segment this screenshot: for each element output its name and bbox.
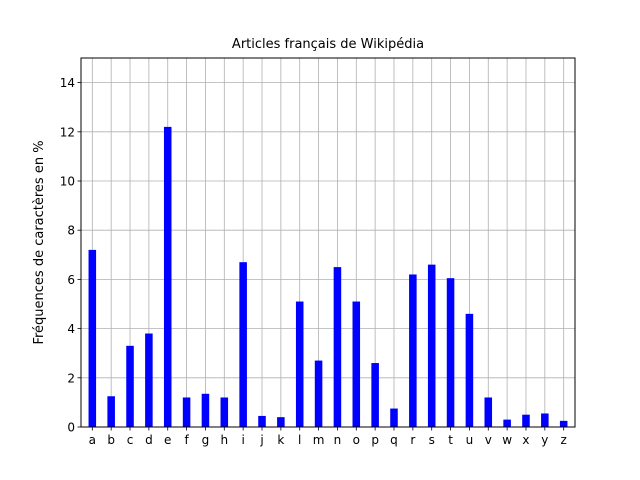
bar-e [163,126,172,427]
y-tick-label: 4 [67,322,75,336]
x-tick-label: d [145,433,153,447]
y-axis-ticks: 0 2 4 6 8 10 12 14 [60,76,81,435]
grid-lines [81,58,575,428]
plot-frame [80,57,576,428]
chart-title: Articles français de Wikipédia [232,37,424,52]
y-tick-label: 14 [60,76,75,90]
x-tick-label: a [89,433,96,447]
x-tick-label: t [448,433,453,447]
y-tick-label: 6 [67,273,75,287]
bar-r [409,274,417,427]
y-tick-label: 8 [67,224,75,238]
x-tick-label: m [313,433,325,447]
y-tick-label: 10 [60,175,75,189]
x-tick-label: n [334,433,342,447]
bar-g [201,393,210,427]
x-tick-label: r [410,433,415,447]
bar-x [522,414,530,427]
x-tick-label: k [277,433,284,447]
x-tick-label: o [353,433,360,447]
bar-f [182,397,191,427]
bar-s [427,264,436,427]
x-tick-label: z [561,433,567,447]
x-tick-label: y [541,433,548,447]
x-tick-label: e [164,433,171,447]
bar-o [352,301,361,427]
x-tick-label: f [184,433,189,447]
y-axis-label: Fréquences de caractères en % [32,140,47,344]
x-tick-label: w [502,433,512,447]
bar-q [390,408,398,427]
x-tick-label: q [390,433,398,447]
bar-z [559,420,568,427]
x-tick-label: v [485,433,492,447]
bar-t [446,278,455,427]
x-tick-label: b [107,433,115,447]
bar-n [333,267,342,427]
x-tick-label: j [259,433,263,447]
bar-u [465,313,474,427]
bar-h [220,397,229,427]
bar-a [88,249,97,427]
x-tick-label: g [202,433,210,447]
bar-j [258,415,266,427]
x-tick-label: u [466,433,474,447]
x-tick-label: p [371,433,379,447]
x-tick-label: l [298,433,301,447]
x-tick-label: s [429,433,435,447]
y-tick-label: 2 [67,371,75,385]
bar-b [107,396,115,427]
bar-i [239,262,247,427]
bar-c [126,345,134,427]
bar-m [314,360,323,427]
bar-k [277,417,285,427]
bar-v [484,397,493,427]
bars [88,126,568,427]
bar-w [503,419,511,427]
bar-p [371,363,379,427]
x-tick-label: i [241,433,244,447]
bar-l [295,301,304,427]
y-tick-label: 0 [67,421,75,435]
y-tick-label: 12 [60,125,75,139]
bar-y [541,413,549,427]
x-tick-label: c [127,433,134,447]
x-tick-label: h [220,433,228,447]
x-tick-label: x [522,433,529,447]
bar-d [145,333,153,427]
